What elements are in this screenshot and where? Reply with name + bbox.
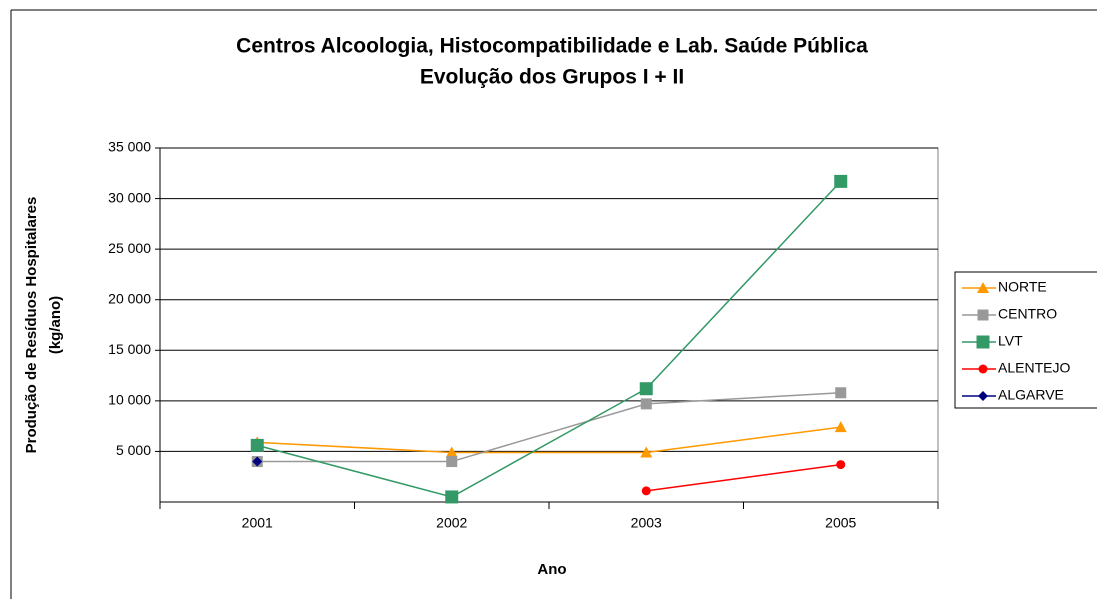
marker [250, 438, 264, 452]
marker [445, 490, 459, 504]
marker [641, 486, 651, 496]
series-line [257, 392, 841, 463]
legend-marker [978, 391, 988, 401]
marker [834, 174, 848, 188]
y-tick-label: 35 000 [108, 139, 151, 155]
marker [445, 446, 458, 458]
x-tick-label: 2002 [436, 515, 467, 531]
x-tick-label: 2003 [631, 515, 662, 531]
marker [252, 456, 263, 467]
y-axis-label: Produção de Resíduos Hospitalares [23, 197, 40, 454]
y-tick-label: 15 000 [108, 341, 151, 357]
legend-marker [978, 364, 988, 374]
legend-label: ALGARVE [998, 387, 1064, 403]
marker [446, 456, 458, 468]
y-tick-label: 5 000 [116, 442, 151, 458]
series-line [646, 463, 841, 492]
series-line [257, 180, 842, 498]
y-tick-label: 10 000 [108, 392, 151, 408]
legend-marker [977, 282, 989, 293]
legend-label: NORTE [998, 279, 1047, 295]
legend-label: CENTRO [998, 306, 1057, 322]
marker [639, 382, 653, 396]
legend-marker [976, 335, 990, 349]
x-tick-label: 2001 [242, 515, 273, 531]
marker [640, 398, 652, 410]
chart-subtitle: Evolução dos Grupos I + II [420, 66, 684, 89]
y-tick-label: 30 000 [108, 189, 151, 205]
y-tick-label: 20 000 [108, 290, 151, 306]
y-axis-label: (kg/ano) [47, 296, 64, 354]
marker [835, 387, 847, 399]
x-axis-label: Ano [537, 561, 566, 578]
legend-label: LVT [998, 333, 1023, 349]
legend-marker [977, 309, 989, 321]
x-tick-label: 2005 [825, 515, 856, 531]
marker [640, 446, 653, 458]
marker [834, 421, 847, 433]
legend-label: ALENTEJO [998, 360, 1070, 376]
y-tick-label: 25 000 [108, 240, 151, 256]
series-line [257, 426, 841, 454]
marker [836, 460, 846, 470]
chart-title: Centros Alcoologia, Histocompatibilidade… [236, 35, 868, 58]
